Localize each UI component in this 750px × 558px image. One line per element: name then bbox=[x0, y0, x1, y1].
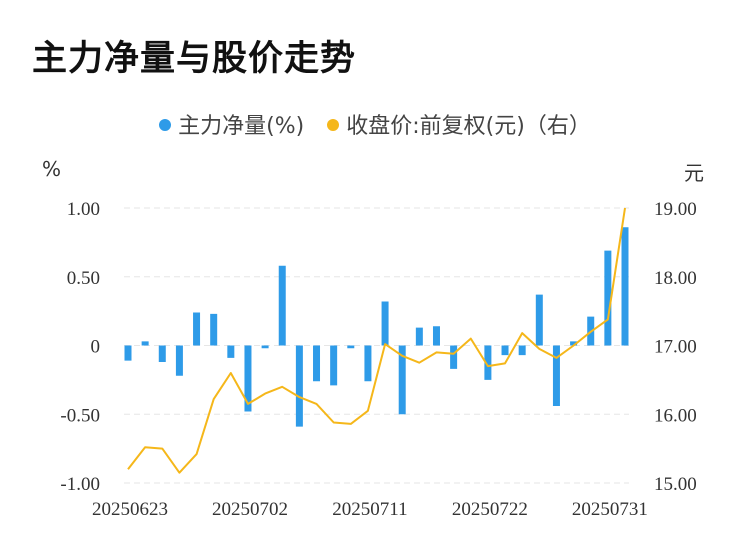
bar-net[interactable] bbox=[415, 327, 423, 346]
bar-net[interactable] bbox=[295, 345, 303, 427]
bar-net[interactable] bbox=[535, 294, 543, 346]
x-tick-label: 20250702 bbox=[212, 499, 288, 520]
bar-net[interactable] bbox=[330, 345, 338, 386]
legend-label-price: 收盘价:前复权(元)（右） bbox=[346, 114, 591, 139]
legend-label-net: 主力净量(%) bbox=[178, 114, 305, 139]
x-tick-label: 20250711 bbox=[332, 499, 407, 520]
bar-net[interactable] bbox=[501, 345, 509, 356]
bar-net[interactable] bbox=[124, 345, 132, 361]
price-line[interactable] bbox=[127, 207, 626, 474]
bar-net[interactable] bbox=[484, 345, 492, 380]
y-right-tick-label: 19.00 bbox=[654, 199, 697, 220]
bar-net[interactable] bbox=[244, 345, 252, 412]
y-right-tick-label: 18.00 bbox=[654, 268, 697, 289]
bar-net[interactable] bbox=[621, 227, 629, 346]
legend-dot-price bbox=[327, 119, 340, 131]
bar-net[interactable] bbox=[604, 250, 612, 346]
bar-net[interactable] bbox=[432, 326, 440, 346]
x-tick-label: 20250623 bbox=[92, 499, 168, 520]
legend-dot-net bbox=[159, 119, 172, 131]
bar-net[interactable] bbox=[261, 345, 269, 349]
bar-net[interactable] bbox=[278, 265, 286, 346]
x-tick-label: 20250722 bbox=[452, 499, 528, 520]
legend-item-price[interactable]: 收盘价:前复权(元)（右） bbox=[327, 108, 591, 140]
y-left-tick-label: 0.50 bbox=[67, 268, 100, 289]
bar-net[interactable] bbox=[398, 345, 406, 415]
bar-net[interactable] bbox=[193, 312, 201, 346]
x-tick-label: 20250731 bbox=[572, 499, 648, 520]
bar-net[interactable] bbox=[141, 341, 149, 346]
bar-net[interactable] bbox=[227, 345, 235, 358]
bar-net[interactable] bbox=[347, 345, 355, 349]
y-left-tick-label: -1.00 bbox=[60, 474, 100, 495]
legend-item-net[interactable]: 主力净量(%) bbox=[159, 108, 304, 140]
legend: 主力净量(%) 收盘价:前复权(元)（右） bbox=[0, 108, 750, 140]
y-right-tick-label: 16.00 bbox=[654, 405, 697, 426]
bar-net[interactable] bbox=[518, 345, 526, 356]
bar-net[interactable] bbox=[570, 341, 578, 346]
bar-net[interactable] bbox=[364, 345, 372, 382]
bar-net[interactable] bbox=[158, 345, 166, 363]
bar-net[interactable] bbox=[210, 313, 218, 346]
chart-title: 主力净量与股价走势 bbox=[32, 39, 357, 79]
y-left-tick-label: 0 bbox=[91, 337, 101, 358]
y-left-unit: % bbox=[42, 157, 62, 181]
y-right-unit: 元 bbox=[684, 161, 704, 185]
y-left-tick-label: 1.00 bbox=[67, 199, 100, 220]
bar-net[interactable] bbox=[552, 345, 560, 407]
y-right-tick-label: 17.00 bbox=[654, 337, 697, 358]
bar-net[interactable] bbox=[313, 345, 321, 382]
bar-net[interactable] bbox=[381, 301, 389, 346]
y-right-tick-label: 15.00 bbox=[654, 474, 697, 495]
y-left-tick-label: -0.50 bbox=[60, 405, 100, 426]
bar-net[interactable] bbox=[175, 345, 183, 376]
bar-net[interactable] bbox=[450, 345, 458, 369]
